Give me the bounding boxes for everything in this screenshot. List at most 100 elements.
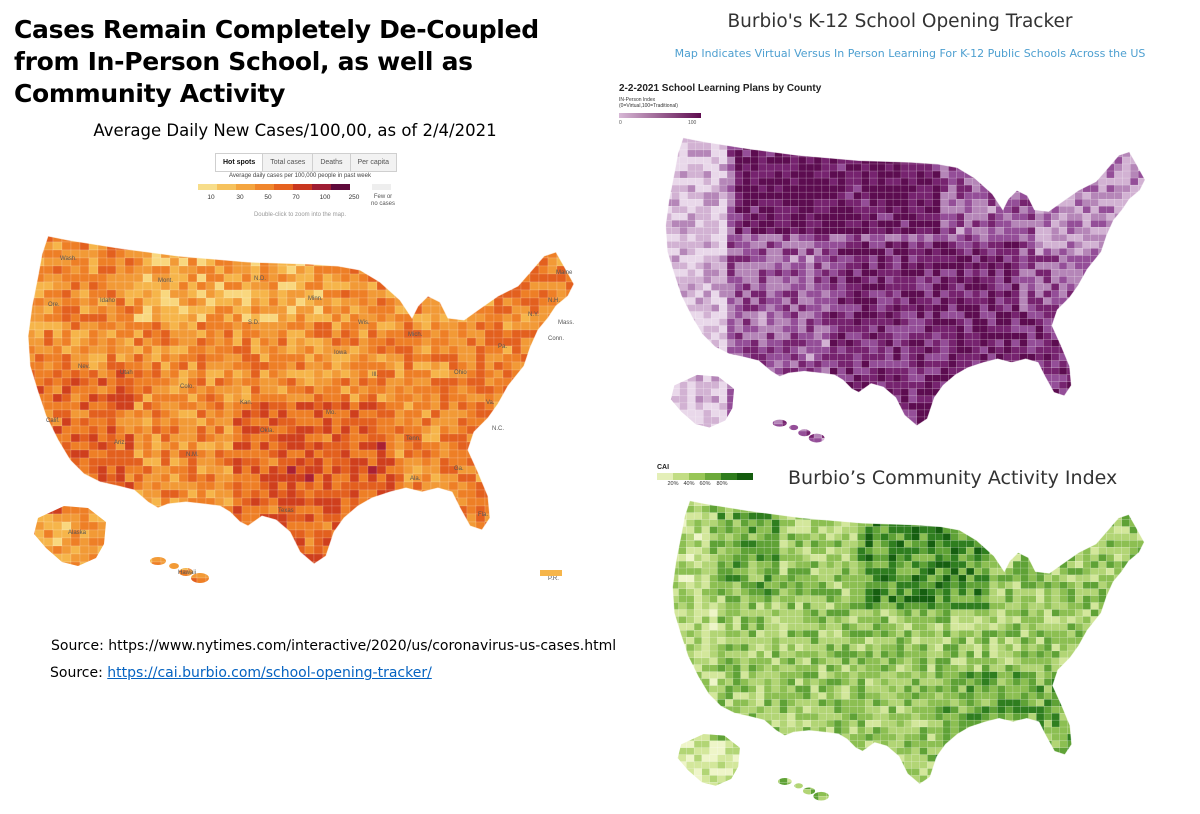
county [1035, 283, 1044, 291]
county [565, 545, 574, 555]
county [8, 338, 17, 346]
county [178, 465, 189, 475]
tab-per-capita[interactable]: Per capita [350, 154, 397, 171]
county [241, 545, 252, 555]
county [286, 473, 297, 483]
county [196, 353, 207, 363]
county [259, 537, 270, 547]
county [900, 191, 910, 200]
county [520, 385, 531, 395]
county [178, 577, 189, 583]
county [160, 473, 171, 483]
county [948, 170, 957, 179]
county [735, 129, 743, 136]
county [837, 227, 846, 235]
county [484, 561, 495, 571]
county [979, 213, 989, 221]
county [340, 236, 351, 243]
burbio-link[interactable]: https://cai.burbio.com/school-opening-tr… [107, 665, 432, 681]
county [648, 185, 656, 192]
county [790, 129, 798, 136]
county [790, 304, 799, 312]
county [8, 506, 17, 514]
county [1019, 290, 1028, 298]
county [475, 273, 486, 283]
county [385, 313, 396, 323]
county [43, 433, 54, 443]
county [385, 577, 396, 583]
county [1122, 129, 1130, 136]
county [734, 276, 744, 284]
county [1003, 241, 1012, 249]
county [268, 265, 279, 275]
county [711, 129, 719, 136]
county [924, 191, 933, 200]
county [223, 385, 234, 395]
county [575, 434, 584, 442]
county [223, 553, 234, 563]
county [1154, 213, 1162, 220]
county [548, 226, 557, 234]
county [88, 505, 99, 515]
county [214, 577, 225, 583]
county [861, 149, 870, 158]
county [367, 481, 378, 491]
county [295, 489, 306, 499]
county [1027, 262, 1036, 270]
source-nytimes: Source: https://www.nytimes.com/interact… [51, 638, 617, 654]
county [142, 265, 153, 275]
county [70, 377, 81, 387]
county [924, 248, 933, 256]
county [956, 297, 965, 305]
county [61, 265, 72, 275]
tab-deaths[interactable]: Deaths [313, 154, 351, 171]
county [196, 513, 207, 523]
county [196, 537, 207, 547]
county [1058, 170, 1068, 179]
county [956, 304, 965, 312]
county [376, 385, 387, 395]
county [439, 249, 450, 259]
county [277, 553, 288, 563]
us-outline [27, 235, 575, 565]
county [695, 283, 704, 291]
county [466, 353, 477, 363]
county [340, 473, 351, 483]
county [448, 505, 459, 515]
county [837, 220, 846, 228]
county [916, 191, 925, 200]
county [88, 553, 99, 563]
county [734, 234, 744, 242]
county [1051, 241, 1060, 249]
county [98, 586, 107, 594]
county [503, 226, 512, 234]
county [1162, 291, 1168, 298]
county [340, 281, 351, 291]
county [286, 425, 297, 435]
county [304, 241, 315, 251]
county [892, 156, 902, 165]
county [421, 457, 432, 467]
county [711, 318, 720, 326]
county [593, 306, 600, 314]
county [403, 409, 414, 419]
county [35, 226, 44, 234]
county [133, 569, 144, 579]
learning-plans-map[interactable] [648, 128, 1168, 453]
tab-total-cases[interactable]: Total cases [263, 154, 314, 171]
county [916, 318, 925, 326]
county [664, 129, 672, 136]
county [845, 184, 854, 193]
tab-hot-spots[interactable]: Hot spots [216, 154, 264, 171]
county [908, 318, 917, 326]
county [79, 473, 90, 483]
county [259, 545, 270, 555]
county [511, 425, 522, 435]
county [241, 369, 252, 379]
county [133, 425, 144, 435]
county [964, 206, 973, 214]
county [250, 457, 261, 467]
county [1146, 248, 1154, 255]
county [421, 545, 432, 555]
